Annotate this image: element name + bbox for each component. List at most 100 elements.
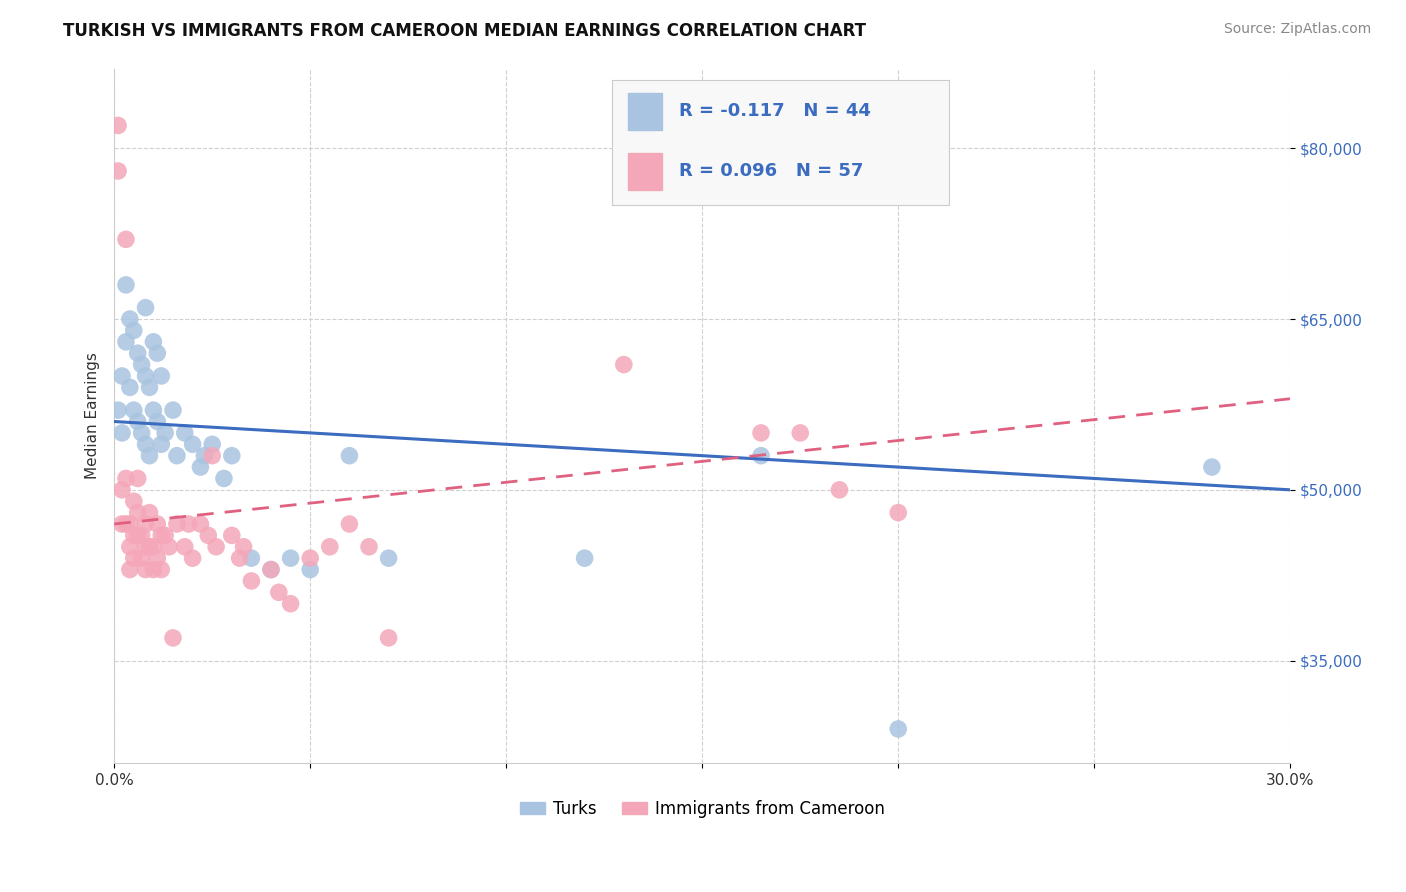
Point: [142, 563, 165, 577]
Point: [221, 528, 243, 542]
Point: [150, 563, 173, 577]
Point: [131, 358, 153, 372]
Point: [166, 449, 188, 463]
Point: [173, 540, 195, 554]
Point: [319, 540, 342, 554]
Point: [828, 483, 851, 497]
Point: [153, 425, 176, 440]
Point: [1201, 460, 1223, 475]
Point: [749, 449, 772, 463]
Text: R = 0.096   N = 57: R = 0.096 N = 57: [679, 162, 863, 180]
Point: [299, 563, 322, 577]
Point: [127, 528, 149, 542]
Point: [135, 540, 157, 554]
Point: [111, 483, 134, 497]
Point: [142, 334, 165, 349]
Point: [377, 551, 399, 566]
Point: [131, 551, 153, 566]
Point: [201, 449, 224, 463]
Point: [111, 425, 134, 440]
Point: [138, 506, 160, 520]
Point: [127, 471, 149, 485]
Point: [232, 540, 254, 554]
Point: [146, 551, 169, 566]
Point: [146, 516, 169, 531]
Point: [280, 551, 302, 566]
Point: [138, 449, 160, 463]
Point: [193, 449, 215, 463]
Y-axis label: Median Earnings: Median Earnings: [86, 352, 100, 479]
Point: [212, 471, 235, 485]
Point: [377, 631, 399, 645]
Point: [131, 425, 153, 440]
Point: [122, 551, 145, 566]
Point: [135, 516, 157, 531]
Point: [260, 563, 283, 577]
Point: [122, 528, 145, 542]
Point: [142, 540, 165, 554]
Point: [357, 540, 380, 554]
Point: [127, 415, 149, 429]
Point: [115, 334, 138, 349]
Point: [107, 119, 129, 133]
Point: [107, 403, 129, 417]
Point: [157, 540, 180, 554]
Point: [789, 425, 811, 440]
Point: [177, 516, 200, 531]
Point: [135, 563, 157, 577]
Point: [280, 597, 302, 611]
Point: [118, 516, 141, 531]
Point: [118, 312, 141, 326]
Point: [127, 346, 149, 360]
Point: [150, 368, 173, 383]
Text: TURKISH VS IMMIGRANTS FROM CAMEROON MEDIAN EARNINGS CORRELATION CHART: TURKISH VS IMMIGRANTS FROM CAMEROON MEDI…: [63, 22, 866, 40]
Point: [221, 449, 243, 463]
Point: [138, 380, 160, 394]
Point: [150, 437, 173, 451]
Point: [190, 516, 212, 531]
Point: [135, 368, 157, 383]
Point: [122, 494, 145, 508]
Point: [339, 449, 361, 463]
Point: [115, 516, 138, 531]
Point: [142, 403, 165, 417]
Point: [240, 551, 263, 566]
Point: [115, 471, 138, 485]
Point: [146, 415, 169, 429]
Point: [339, 516, 361, 531]
Point: [205, 540, 228, 554]
Point: [135, 301, 157, 315]
Bar: [628, 153, 662, 190]
Point: [749, 425, 772, 440]
Point: [115, 232, 138, 246]
Point: [111, 368, 134, 383]
Point: [240, 574, 263, 588]
Point: [107, 164, 129, 178]
Point: [162, 631, 184, 645]
Point: [118, 540, 141, 554]
Point: [131, 528, 153, 542]
Point: [122, 323, 145, 337]
Point: [122, 403, 145, 417]
Point: [115, 277, 138, 292]
Point: [613, 358, 636, 372]
Legend: Turks, Immigrants from Cameroon: Turks, Immigrants from Cameroon: [513, 793, 891, 824]
Text: Source: ZipAtlas.com: Source: ZipAtlas.com: [1223, 22, 1371, 37]
Point: [574, 551, 596, 566]
Point: [146, 346, 169, 360]
Text: R = -0.117   N = 44: R = -0.117 N = 44: [679, 103, 870, 120]
Point: [260, 563, 283, 577]
Point: [267, 585, 290, 599]
Point: [887, 722, 910, 736]
Point: [190, 460, 212, 475]
Point: [153, 528, 176, 542]
Point: [118, 563, 141, 577]
Point: [127, 506, 149, 520]
Point: [299, 551, 322, 566]
Point: [111, 516, 134, 531]
Point: [135, 437, 157, 451]
Bar: [628, 93, 662, 130]
Point: [118, 380, 141, 394]
Point: [162, 403, 184, 417]
Point: [138, 540, 160, 554]
